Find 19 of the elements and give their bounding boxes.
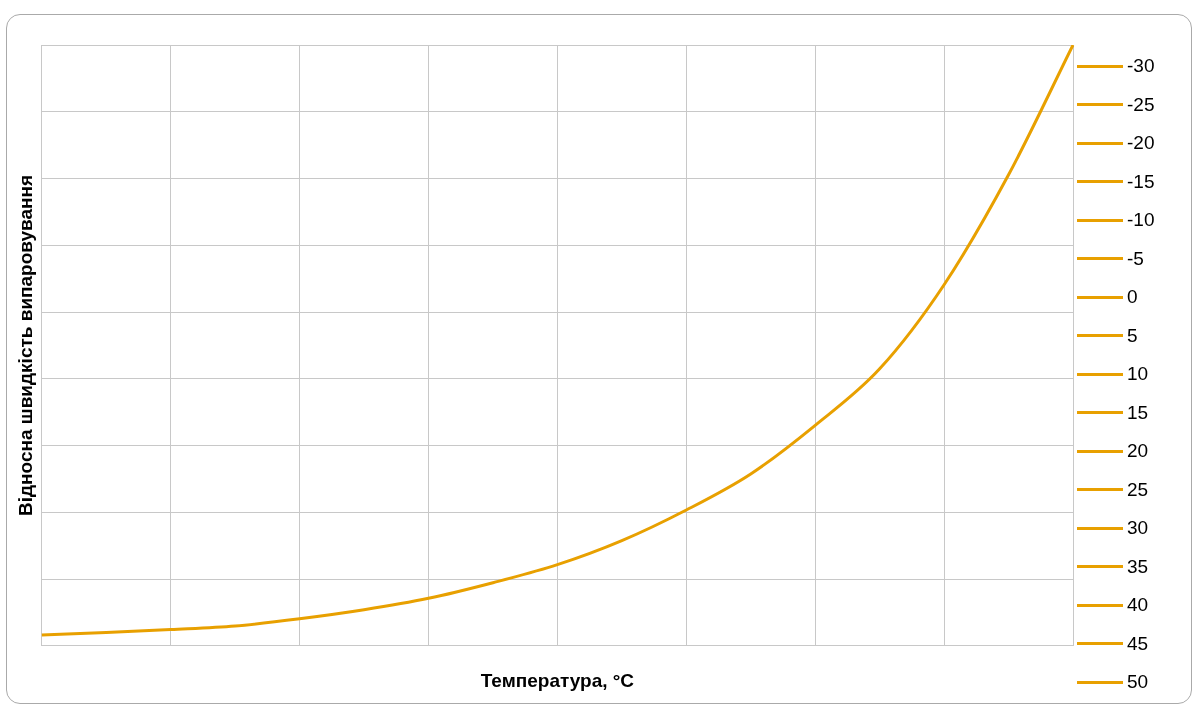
text: -5 (1127, 247, 1144, 270)
text: 50 (1127, 671, 1149, 693)
text: -25 (1127, 93, 1155, 116)
text: -30 (1127, 55, 1155, 77)
text: 40 (1127, 594, 1149, 616)
text: -10 (1127, 209, 1155, 231)
text: 25 (1127, 478, 1149, 501)
x-axis-title: Температура, °C (480, 669, 635, 691)
text: 5 (1127, 324, 1138, 347)
text: 20 (1127, 440, 1149, 462)
text: -20 (1127, 132, 1155, 154)
y-axis-title: Відносна швидкість випаровування (14, 174, 36, 516)
text: 35 (1127, 555, 1149, 578)
text: 0 (1127, 286, 1138, 308)
text: 10 (1127, 363, 1149, 385)
text: 45 (1127, 632, 1149, 655)
text: 30 (1127, 517, 1149, 539)
text: -15 (1127, 170, 1155, 193)
text: 15 (1127, 401, 1149, 424)
